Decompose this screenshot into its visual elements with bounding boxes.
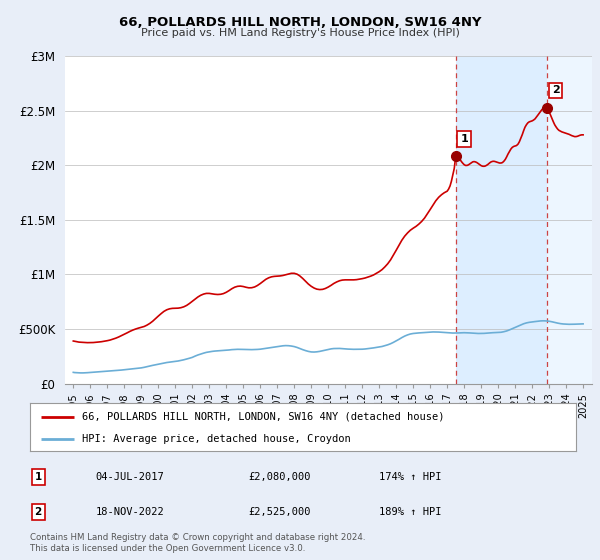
Text: 2: 2 <box>35 507 42 517</box>
Text: 1: 1 <box>460 134 468 144</box>
Text: 2: 2 <box>551 85 559 95</box>
Text: 66, POLLARDS HILL NORTH, LONDON, SW16 4NY: 66, POLLARDS HILL NORTH, LONDON, SW16 4N… <box>119 16 481 29</box>
Text: £2,525,000: £2,525,000 <box>248 507 311 517</box>
Text: Contains HM Land Registry data © Crown copyright and database right 2024.
This d: Contains HM Land Registry data © Crown c… <box>30 533 365 553</box>
Text: HPI: Average price, detached house, Croydon: HPI: Average price, detached house, Croy… <box>82 434 350 444</box>
Bar <box>547 56 592 384</box>
Bar <box>455 56 547 384</box>
Text: 04-JUL-2017: 04-JUL-2017 <box>95 472 164 482</box>
Text: 66, POLLARDS HILL NORTH, LONDON, SW16 4NY (detached house): 66, POLLARDS HILL NORTH, LONDON, SW16 4N… <box>82 412 445 422</box>
Text: 189% ↑ HPI: 189% ↑ HPI <box>379 507 442 517</box>
Text: Price paid vs. HM Land Registry's House Price Index (HPI): Price paid vs. HM Land Registry's House … <box>140 28 460 38</box>
Text: £2,080,000: £2,080,000 <box>248 472 311 482</box>
Text: 174% ↑ HPI: 174% ↑ HPI <box>379 472 442 482</box>
Text: 1: 1 <box>35 472 42 482</box>
Text: 18-NOV-2022: 18-NOV-2022 <box>95 507 164 517</box>
